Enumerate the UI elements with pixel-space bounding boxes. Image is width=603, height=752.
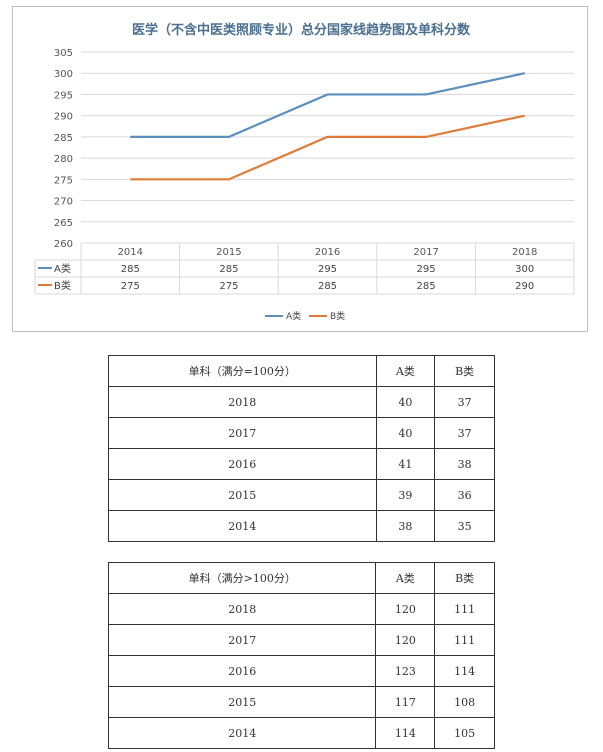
cell-a: 114 (375, 717, 436, 749)
trend-chart: 医学（不含中医类照顾专业）总分国家线趋势图及单科分数 3053002952902… (34, 22, 575, 322)
x-tick-label: 2014 (118, 247, 143, 258)
cell-year: 2014 (108, 510, 377, 542)
header-subject: 单科（满分>100分） (107, 562, 377, 594)
x-tick-label: 2018 (512, 247, 537, 258)
single-subject-table-100: 单科（满分=100分） A类 B类 2018 40 37 2017 40 37 … (108, 355, 495, 542)
cell-year: 2018 (107, 593, 377, 625)
y-tick-label: 285 (54, 133, 73, 144)
cell-b: 105 (434, 717, 495, 749)
data-label: 290 (515, 281, 534, 292)
cell-b: 35 (434, 510, 495, 542)
cell-b: 36 (434, 479, 495, 511)
cell-year: 2017 (107, 624, 377, 656)
series-line (130, 72, 525, 138)
data-label: 275 (121, 281, 140, 292)
header-a: A类 (375, 355, 436, 387)
cell-a: 123 (375, 655, 436, 687)
grid-layer (81, 51, 574, 244)
data-label: 300 (515, 264, 534, 275)
table-row: 2015 117 108 (107, 686, 495, 718)
cell-b: 111 (434, 624, 495, 656)
y-tick-label: 265 (54, 218, 73, 229)
cell-a: 40 (375, 417, 436, 449)
y-axis-ticks: 305 300 295 290 285 280 275 270 265 260 (54, 48, 73, 250)
legend: A类 B类 (265, 310, 345, 322)
table-header-row: 单科（满分=100分） A类 B类 (108, 355, 495, 387)
cell-a: 120 (375, 593, 436, 625)
cell-a: 38 (375, 510, 436, 542)
cell-a: 40 (375, 386, 436, 418)
table-row: 2017 120 111 (107, 624, 495, 656)
data-label: 295 (417, 264, 436, 275)
legend-label: A类 (286, 310, 301, 322)
header-b: B类 (434, 355, 495, 387)
cell-b: 111 (434, 593, 495, 625)
y-tick-label: 260 (54, 239, 73, 250)
cell-year: 2015 (108, 479, 377, 511)
cell-year: 2016 (107, 655, 377, 687)
data-label: 295 (318, 264, 337, 275)
data-label: 285 (219, 264, 238, 275)
cell-b: 38 (434, 448, 495, 480)
series-line (130, 114, 525, 181)
cell-year: 2015 (107, 686, 377, 718)
cell-year: 2016 (108, 448, 377, 480)
y-tick-label: 270 (54, 197, 73, 208)
cell-b: 108 (434, 686, 495, 718)
cell-year: 2018 (108, 386, 377, 418)
x-tick-label: 2017 (413, 247, 438, 258)
cell-a: 39 (375, 479, 436, 511)
header-b: B类 (434, 562, 495, 594)
x-tick-label: 2015 (216, 247, 241, 258)
x-tick-label: 2016 (315, 247, 340, 258)
cell-b: 114 (434, 655, 495, 687)
y-tick-label: 275 (54, 175, 73, 186)
cell-year: 2014 (107, 717, 377, 749)
table-row: 2015 39 36 (108, 479, 495, 511)
legend-label: B类 (330, 310, 345, 322)
table-row: 2014 38 35 (108, 510, 495, 542)
header-a: A类 (375, 562, 436, 594)
y-tick-label: 295 (54, 90, 73, 101)
header-subject: 单科（满分=100分） (108, 355, 377, 387)
y-tick-label: 305 (54, 48, 73, 59)
data-table: 2014 2015 2016 2017 2018 A类 285 285 295 295 300 B类 2… (34, 243, 575, 295)
data-label: 285 (318, 281, 337, 292)
data-label: 285 (417, 281, 436, 292)
cell-b: 37 (434, 417, 495, 449)
table-series-name: B类 (54, 279, 71, 292)
table-row: 2014 114 105 (107, 717, 495, 749)
table-header-row: 单科（满分>100分） A类 B类 (107, 562, 495, 594)
cell-b: 37 (434, 386, 495, 418)
table-series-name: A类 (54, 262, 71, 275)
chart-title: 医学（不含中医类照顾专业）总分国家线趋势图及单科分数 (132, 22, 471, 38)
cell-a: 117 (375, 686, 436, 718)
data-label: 285 (121, 264, 140, 275)
cell-a: 120 (375, 624, 436, 656)
table-row: 2018 40 37 (108, 386, 495, 418)
table-row: 2017 40 37 (108, 417, 495, 449)
cell-year: 2017 (108, 417, 377, 449)
series-lines (130, 72, 525, 181)
y-tick-label: 300 (54, 69, 73, 80)
y-tick-label: 290 (54, 112, 73, 123)
single-subject-table-over-100: 单科（满分>100分） A类 B类 2018 120 111 2017 120 … (107, 562, 495, 749)
data-label: 275 (219, 281, 238, 292)
table-row: 2016 41 38 (108, 448, 495, 480)
table-row: 2016 123 114 (107, 655, 495, 687)
chart-panel: 医学（不含中医类照顾专业）总分国家线趋势图及单科分数 305 300 295 290 2… (12, 6, 588, 332)
y-tick-label: 280 (54, 154, 73, 165)
table-row: 2018 120 111 (107, 593, 495, 625)
cell-a: 41 (375, 448, 436, 480)
